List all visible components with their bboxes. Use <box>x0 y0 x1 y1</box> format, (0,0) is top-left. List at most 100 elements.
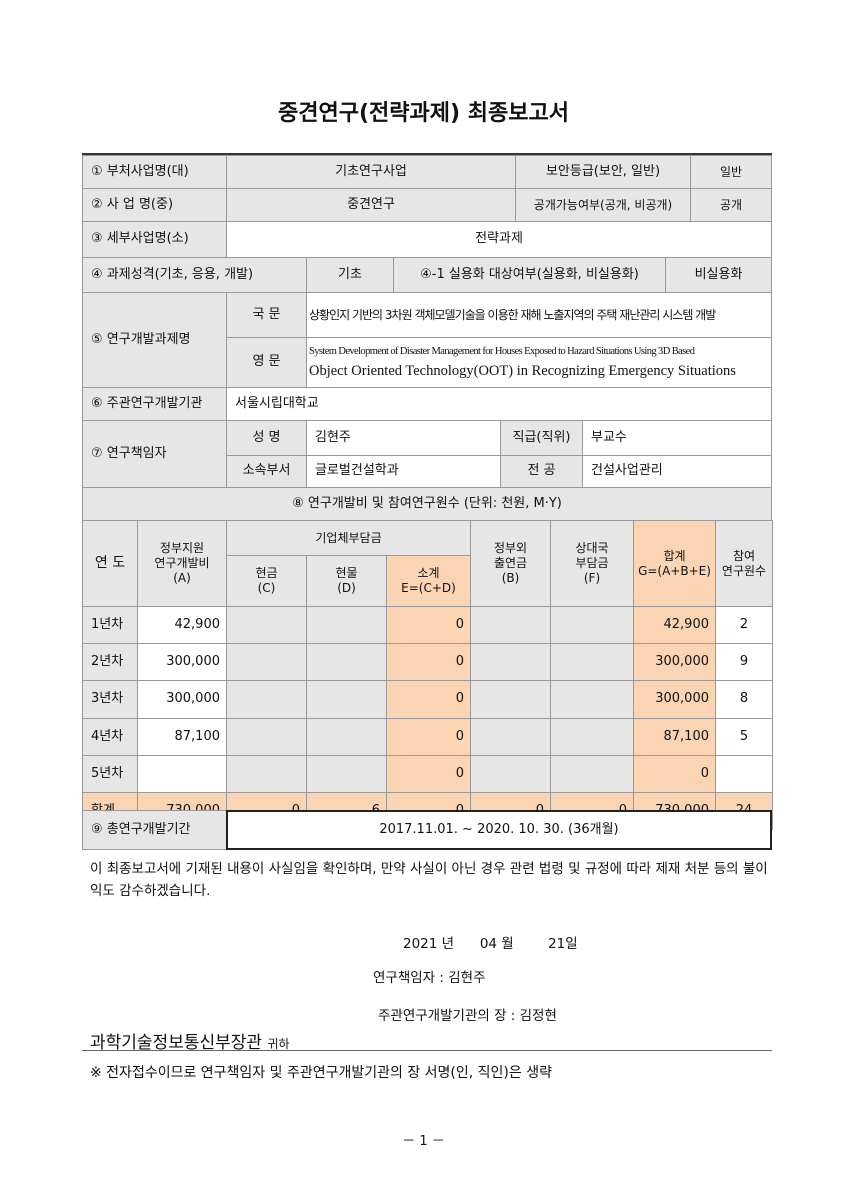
label-department: 소속부서 <box>226 455 307 488</box>
row-2-year: 2년차 <box>82 643 138 681</box>
value-korean-title: 상황인지 기반의 3차원 객체모델기술을 이용한 재해 노출지역의 주택 재난관… <box>306 292 772 338</box>
row-1-year: 1년차 <box>82 606 138 644</box>
row-3-nongov <box>470 680 551 719</box>
row-4-researchers: 5 <box>715 718 773 756</box>
signature-note: ※ 전자접수이므로 연구책임자 및 주관연구개발기관의 장 서명(인, 직인)은… <box>90 1065 552 1081</box>
addressee-name: 과학기술정보통신부장관 <box>90 1033 263 1053</box>
header-non-gov: 정부외 출연금 (B) <box>470 520 551 607</box>
value-security: 일반 <box>690 155 772 189</box>
row-3-inkind <box>306 680 387 719</box>
value-host-institution: 서울시립대학교 <box>226 387 772 421</box>
row-5-researchers <box>715 755 773 793</box>
row-5-nongov <box>470 755 551 793</box>
english-title-line-2: Object Oriented Technology(OOT) in Recog… <box>309 363 736 379</box>
label-total-period: ⑨ 총연구개발기간 <box>82 810 227 850</box>
row-4-inkind <box>306 718 387 756</box>
row-2-cash <box>226 643 307 681</box>
row-4-year: 4년차 <box>82 718 138 756</box>
value-subprogram: 전략과제 <box>226 221 772 258</box>
label-name: 성 명 <box>226 420 307 456</box>
addressee-suffix: 귀하 <box>267 1037 290 1051</box>
label-korean-title: 국 문 <box>226 292 307 338</box>
row-2-partner <box>550 643 634 681</box>
value-major: 건설사업관리 <box>582 455 772 488</box>
header-gov-funding: 정부지원 연구개발비 (A) <box>137 520 227 607</box>
row-1-gov: 42,900 <box>137 606 227 644</box>
row-5-cash <box>226 755 307 793</box>
header-total: 합계 G=(A+B+E) <box>633 520 716 607</box>
institution-head-signature: 주관연구개발기관의 장 : 김정현 <box>378 1008 557 1024</box>
value-program: 중견연구 <box>226 188 516 222</box>
row-3-researchers: 8 <box>715 680 773 719</box>
value-position: 부교수 <box>582 420 772 456</box>
row-1-subtotal: 0 <box>386 606 471 644</box>
row-4-nongov <box>470 718 551 756</box>
label-task-nature: ④ 과제성격(기초, 응용, 개발) <box>82 257 307 293</box>
row-1-total: 42,900 <box>633 606 716 644</box>
row-2-inkind <box>306 643 387 681</box>
row-4-subtotal: 0 <box>386 718 471 756</box>
value-task-nature: 기초 <box>306 257 394 293</box>
addressee: 과학기술정보통신부장관 귀하 <box>90 1028 290 1053</box>
confirmation-statement: 이 최종보고서에 기재된 내용이 사실임을 확인하며, 만약 사실이 아닌 경우… <box>90 861 768 899</box>
row-5-inkind <box>306 755 387 793</box>
label-principal-investigator: ⑦ 연구책임자 <box>82 420 227 488</box>
label-disclosure: 공개가능여부(공개, 비공개) <box>515 188 691 222</box>
row-3-cash <box>226 680 307 719</box>
report-date: 2021 년 04 월 21일 <box>403 936 578 952</box>
row-2-total: 300,000 <box>633 643 716 681</box>
row-1-inkind <box>306 606 387 644</box>
row-5-subtotal: 0 <box>386 755 471 793</box>
label-host-institution: ⑥ 주관연구개발기관 <box>82 387 227 421</box>
row-3-partner <box>550 680 634 719</box>
principal-investigator-signature: 연구책임자 : 김현주 <box>373 970 486 986</box>
value-english-title: System Development of Disaster Managemen… <box>306 337 772 388</box>
row-2-subtotal: 0 <box>386 643 471 681</box>
value-commercialization: 비실용화 <box>665 257 772 293</box>
label-subprogram: ③ 세부사업명(소) <box>82 221 227 258</box>
table-top-rule <box>82 153 772 155</box>
header-partner-country: 상대국 부담금 (F) <box>550 520 634 607</box>
row-1-partner <box>550 606 634 644</box>
funding-heading: ⑧ 연구개발비 및 참여연구원수 (단위: 천원, M·Y) <box>82 487 772 521</box>
header-year: 연 도 <box>82 520 138 607</box>
row-4-cash <box>226 718 307 756</box>
value-name: 김현주 <box>306 420 501 456</box>
header-subtotal: 소계 E=(C+D) <box>386 555 471 607</box>
row-5-partner <box>550 755 634 793</box>
row-3-gov: 300,000 <box>137 680 227 719</box>
label-position: 직급(직위) <box>500 420 583 456</box>
header-corporate-share: 기업체부담금 <box>226 520 471 556</box>
row-4-partner <box>550 718 634 756</box>
row-3-subtotal: 0 <box>386 680 471 719</box>
value-department: 글로벌건설학과 <box>306 455 501 488</box>
row-4-total: 87,100 <box>633 718 716 756</box>
row-1-nongov <box>470 606 551 644</box>
label-commercialization: ④-1 실용화 대상여부(실용화, 비실용화) <box>393 257 666 293</box>
header-in-kind: 현물 (D) <box>306 555 387 607</box>
label-major: 전 공 <box>500 455 583 488</box>
row-2-gov: 300,000 <box>137 643 227 681</box>
row-3-year: 3년차 <box>82 680 138 719</box>
english-title-line-1: System Development of Disaster Managemen… <box>309 345 695 357</box>
value-total-period: 2017.11.01. ~ 2020. 10. 30. (36개월) <box>226 810 772 850</box>
label-ministry-program: ① 부처사업명(대) <box>82 155 227 189</box>
row-4-gov: 87,100 <box>137 718 227 756</box>
row-2-researchers: 9 <box>715 643 773 681</box>
label-security: 보안등급(보안, 일반) <box>515 155 691 189</box>
label-project-title: ⑤ 연구개발과제명 <box>82 292 227 388</box>
row-1-researchers: 2 <box>715 606 773 644</box>
row-3-total: 300,000 <box>633 680 716 719</box>
page-number: － 1 － <box>402 1134 445 1149</box>
value-ministry-program: 기초연구사업 <box>226 155 516 189</box>
divider <box>82 1050 772 1051</box>
label-program: ② 사 업 명(중) <box>82 188 227 222</box>
row-5-year: 5년차 <box>82 755 138 793</box>
row-1-cash <box>226 606 307 644</box>
page-title: 중견연구(전략과제) 최종보고서 <box>278 101 569 126</box>
header-researchers: 참여 연구원수 <box>715 520 773 607</box>
label-english-title: 영 문 <box>226 337 307 388</box>
row-2-nongov <box>470 643 551 681</box>
row-5-total: 0 <box>633 755 716 793</box>
